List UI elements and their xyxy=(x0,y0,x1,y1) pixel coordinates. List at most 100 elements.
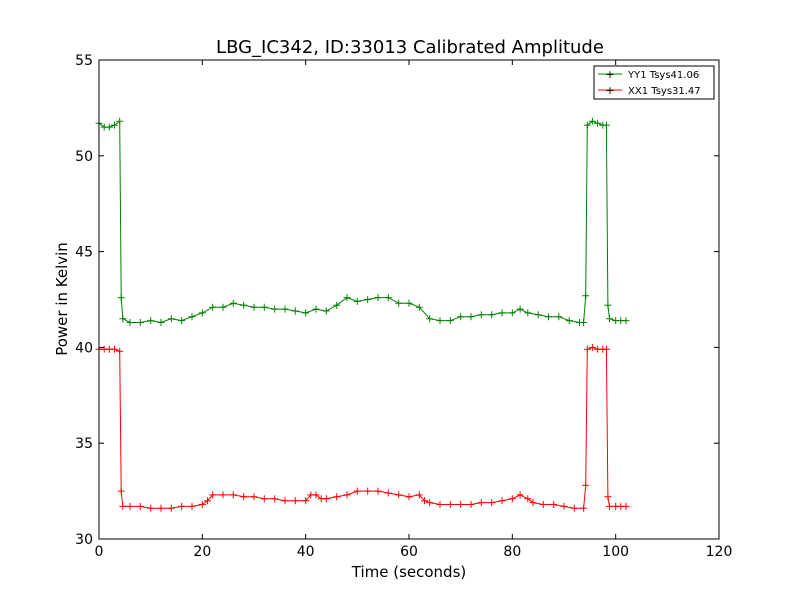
data-point-marker xyxy=(126,319,134,326)
legend-label-xx1: XX1 Tsys31.47 xyxy=(628,86,701,97)
x-tick-label: 120 xyxy=(706,544,733,560)
legend-box xyxy=(593,65,715,100)
data-point-marker xyxy=(157,319,165,326)
data-point-marker xyxy=(594,119,602,127)
data-point-marker xyxy=(198,501,206,508)
legend: + YY1 Tsys41.06 + XX1 Tsys31.47 xyxy=(593,65,715,100)
series-line-0 xyxy=(98,120,626,324)
data-point-marker xyxy=(353,297,361,305)
data-point-marker xyxy=(446,317,454,325)
data-point-marker xyxy=(322,495,330,503)
data-point-marker xyxy=(622,317,630,325)
data-point-marker xyxy=(604,301,612,309)
data-point-marker xyxy=(570,504,578,512)
data-point-marker xyxy=(545,313,552,321)
data-point-marker xyxy=(415,303,423,311)
x-tick-label: 0 xyxy=(95,544,104,560)
x-tick-label: 100 xyxy=(602,544,629,560)
data-point-marker xyxy=(436,501,444,508)
data-point-marker xyxy=(209,303,217,311)
x-tick-label: 20 xyxy=(193,544,211,560)
data-point-marker xyxy=(582,481,590,489)
data-point-marker xyxy=(291,307,299,315)
data-point-marker xyxy=(353,487,361,495)
data-point-marker xyxy=(436,317,444,325)
data-point-marker xyxy=(281,497,289,505)
data-point-marker xyxy=(529,499,537,507)
data-point-marker xyxy=(516,491,524,499)
data-point-marker xyxy=(105,123,113,131)
data-point-marker xyxy=(602,121,610,129)
data-point-marker xyxy=(198,309,206,317)
data-point-marker xyxy=(111,345,118,353)
data-point-marker xyxy=(333,493,341,501)
data-point-marker xyxy=(580,319,588,326)
y-axis-label: Power in Kelvin xyxy=(53,242,71,356)
y-tick-label: 45 xyxy=(75,245,93,261)
y-tick-label: 40 xyxy=(75,340,93,356)
data-point-marker xyxy=(119,502,127,510)
data-point-marker xyxy=(116,117,124,125)
data-point-marker xyxy=(488,499,496,507)
data-point-marker xyxy=(116,347,124,355)
data-point-marker xyxy=(457,501,465,508)
data-point-marker xyxy=(467,501,475,508)
x-tick-label: 40 xyxy=(297,544,315,560)
data-point-marker xyxy=(147,317,155,325)
legend-marker-xx1: + xyxy=(605,84,614,97)
y-tick-label: 30 xyxy=(75,532,93,548)
data-point-marker xyxy=(384,489,392,497)
data-point-marker xyxy=(167,504,175,512)
data-point-marker xyxy=(343,294,351,302)
data-point-marker xyxy=(260,495,268,503)
data-point-marker xyxy=(136,502,144,510)
data-point-marker xyxy=(260,303,268,311)
data-point-marker xyxy=(405,299,413,307)
data-point-marker xyxy=(364,487,372,495)
data-point-marker xyxy=(606,502,613,510)
data-point-marker xyxy=(588,117,596,125)
data-point-marker xyxy=(291,497,299,505)
data-point-marker xyxy=(250,303,258,311)
y-tick-label: 55 xyxy=(75,53,93,69)
data-point-marker xyxy=(312,305,320,313)
data-point-marker xyxy=(126,502,134,510)
x-tick-label: 80 xyxy=(503,544,521,560)
data-point-marker xyxy=(488,311,496,319)
data-point-marker xyxy=(583,345,591,353)
data-point-marker xyxy=(204,497,211,505)
data-point-marker xyxy=(167,315,175,323)
data-point-marker xyxy=(343,491,351,499)
data-point-marker xyxy=(580,504,588,512)
data-point-marker xyxy=(516,305,524,313)
data-point-marker xyxy=(147,504,155,512)
x-axis-label: Time (seconds) xyxy=(351,563,467,581)
data-point-marker xyxy=(457,313,465,321)
data-point-marker xyxy=(550,501,558,508)
data-point-marker xyxy=(622,502,630,510)
data-point-marker xyxy=(119,315,127,323)
data-point-marker xyxy=(524,495,532,503)
data-point-marker xyxy=(364,296,372,303)
data-point-marker xyxy=(426,499,434,507)
data-point-marker xyxy=(602,345,610,353)
data-point-marker xyxy=(560,502,568,510)
data-point-marker xyxy=(374,487,382,495)
data-point-marker xyxy=(583,121,591,129)
data-point-marker xyxy=(271,495,279,503)
data-point-marker xyxy=(240,301,248,309)
data-point-marker xyxy=(250,493,258,501)
data-point-marker xyxy=(477,499,485,507)
axes-layer: 0 20 40 60 80 100 120 30 35 40 45 50 55 xyxy=(75,53,732,560)
data-point-marker xyxy=(281,305,289,313)
data-point-marker xyxy=(302,497,310,505)
data-point-marker xyxy=(565,317,573,325)
data-point-marker xyxy=(302,309,310,317)
data-point-marker xyxy=(421,497,428,505)
data-point-marker xyxy=(157,504,165,512)
data-point-marker xyxy=(117,487,125,495)
data-point-marker xyxy=(312,491,320,499)
legend-label-yy1: YY1 Tsys41.06 xyxy=(627,70,699,81)
data-point-marker xyxy=(477,311,485,319)
